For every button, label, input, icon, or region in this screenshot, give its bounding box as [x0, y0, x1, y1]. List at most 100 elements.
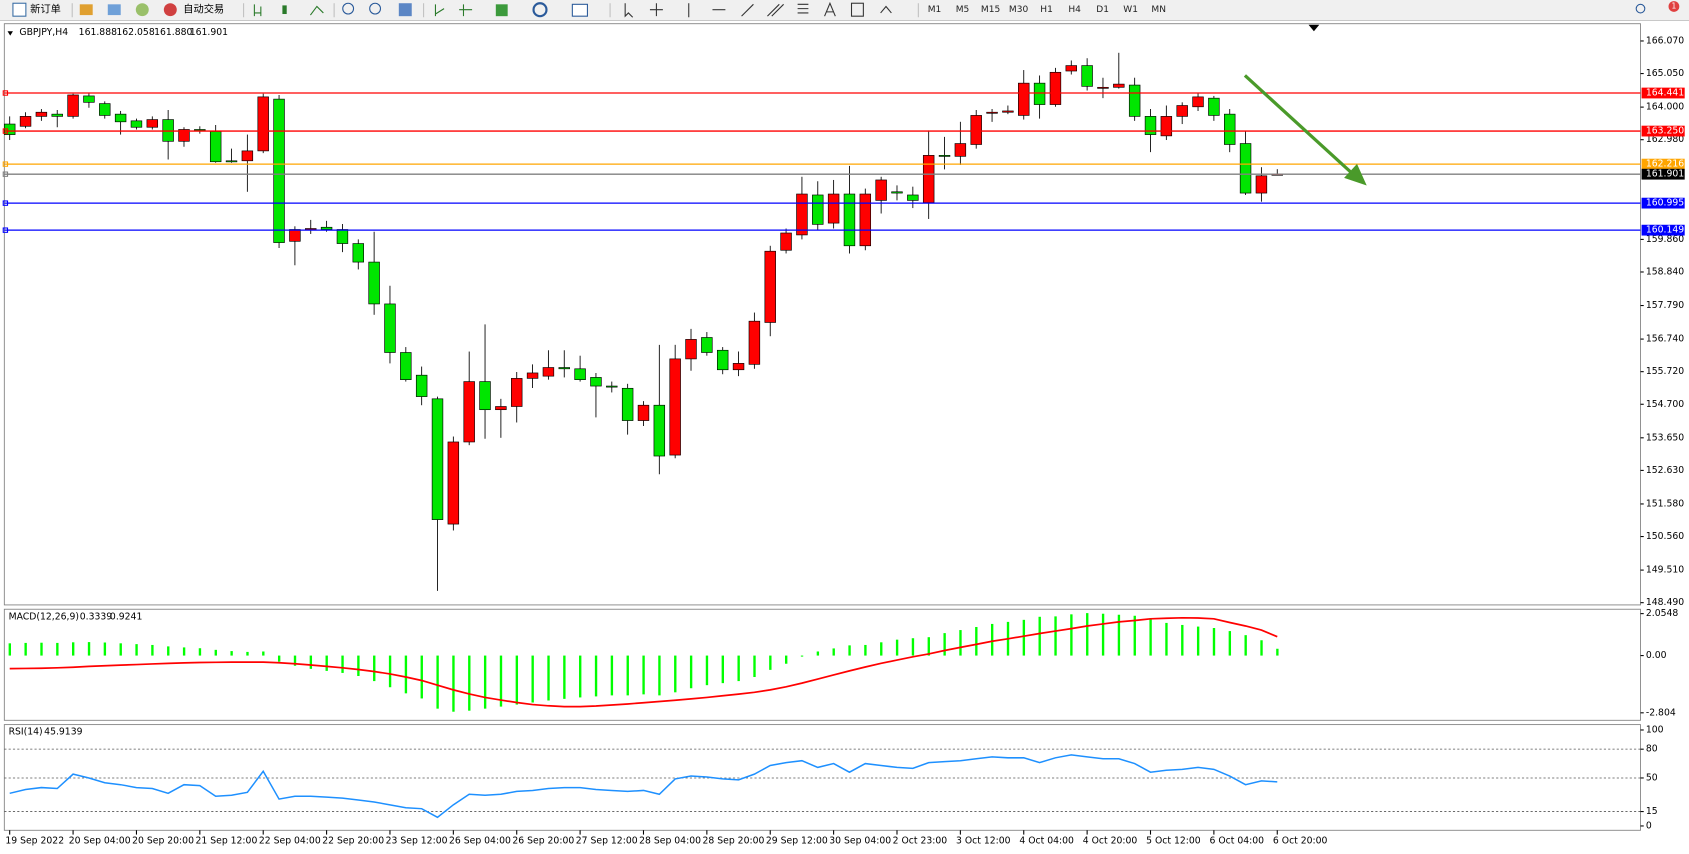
timeframe-bar: M1 M5 M15 M30 H1 H4 D1 W1 MN [928, 5, 1166, 15]
timeframe-button[interactable]: MN [1151, 5, 1166, 15]
macd-bar [848, 645, 851, 656]
y-tick-label: 150.560 [1646, 531, 1684, 542]
candle-body [907, 194, 919, 201]
bar-chart-icon[interactable] [253, 4, 262, 17]
indicators-icon[interactable] [495, 4, 508, 17]
y-tick-label: 154.700 [1646, 399, 1684, 410]
y-tick-label: 164.000 [1646, 102, 1684, 113]
channel-icon[interactable] [767, 3, 784, 17]
notification-count: 1 [1672, 1, 1677, 10]
cursor-icon[interactable] [624, 3, 634, 18]
macd-bar [135, 644, 138, 656]
tool-icon[interactable] [135, 3, 149, 17]
bar-open: 161.888 [79, 27, 117, 38]
macd-bar [388, 655, 392, 688]
macd-signal-line [9, 616, 1278, 708]
macd-bar [1276, 648, 1279, 656]
shapes-icon[interactable] [880, 5, 892, 14]
candle-body [114, 113, 127, 123]
timeframe-button[interactable]: W1 [1123, 5, 1138, 15]
templates-icon[interactable] [571, 3, 588, 17]
rsi-tick-label: 80 [1646, 744, 1658, 755]
macd-tick-label: 0.00 [1646, 650, 1667, 661]
zoom-in-icon[interactable] [342, 2, 355, 15]
y-tick-label: 159.860 [1646, 234, 1684, 245]
zoom-out-icon[interactable] [369, 2, 382, 15]
auto-trading-icon[interactable] [163, 3, 177, 17]
price-level-label: 160.149 [1646, 225, 1684, 236]
tool-icon[interactable] [79, 4, 93, 16]
macd-bar [293, 655, 297, 666]
macd-bar [880, 642, 883, 656]
macd-bar [911, 638, 915, 656]
price-level-label-bg [1641, 158, 1685, 170]
chart-shift-marker [1308, 24, 1320, 32]
price-level-label: 160.995 [1646, 198, 1684, 209]
macd-bar [800, 655, 804, 657]
macd-bar [1133, 615, 1136, 656]
x-tick-label: 22 Sep 20:00 [322, 836, 384, 847]
timeframe-button[interactable]: H1 [1040, 5, 1053, 15]
candle-icon[interactable] [282, 5, 287, 15]
macd-bar [547, 655, 550, 701]
y-tick-label: 162.980 [1646, 134, 1684, 145]
macd-bar [1149, 618, 1152, 656]
candle-body [305, 228, 317, 230]
candle-body [99, 103, 111, 116]
macd-bar [864, 644, 867, 656]
timeframe-button[interactable]: D1 [1096, 5, 1109, 15]
candle-body [764, 250, 776, 323]
macd-bar [119, 643, 122, 656]
new-order-button[interactable]: 新订单 [30, 3, 61, 16]
text-icon[interactable] [824, 1, 836, 17]
timeframe-button[interactable]: M1 [928, 5, 942, 15]
macd-bar [1038, 616, 1041, 656]
line-chart-icon[interactable] [309, 5, 324, 16]
fibo-icon[interactable] [797, 3, 809, 14]
price-level-handle [2, 128, 9, 134]
timeframe-button[interactable]: M15 [981, 5, 1000, 15]
forecast-arrow-head [1344, 163, 1367, 186]
crosshair-icon[interactable] [649, 3, 663, 17]
timeframe-button[interactable]: H4 [1068, 5, 1081, 15]
candle-body [1144, 116, 1157, 135]
macd-bar [563, 655, 566, 699]
candle-body [257, 96, 269, 152]
macd-main-value: 0.3339 [80, 611, 113, 622]
candle-body [495, 406, 507, 411]
macd-bar [1054, 616, 1057, 656]
macd-bar [658, 655, 661, 696]
x-tick-label: 20 Sep 20:00 [132, 836, 194, 847]
price-level-label-bg [1641, 224, 1685, 236]
macd-bar [87, 642, 91, 656]
shift-icon[interactable] [459, 4, 473, 17]
y-tick-label: 156.740 [1646, 334, 1684, 345]
candle-body [1033, 82, 1046, 105]
scroll-icon[interactable] [434, 4, 445, 17]
notification-badge[interactable] [1668, 1, 1680, 12]
timeframe-button[interactable]: M30 [1009, 5, 1029, 15]
chart-layer: 166.070 165.050 164.000 162.980 159.860 158.8… [2, 35, 1685, 847]
periods-icon[interactable] [532, 2, 548, 18]
timeframe-button[interactable]: M5 [956, 5, 970, 15]
macd-signal-value: 0.9241 [110, 611, 143, 622]
macd-bar [167, 646, 170, 656]
tool-icon[interactable] [107, 4, 121, 16]
symbol-label: GBPJPY,H4 [19, 27, 68, 38]
candle-body [701, 337, 713, 353]
candle-body [447, 441, 460, 525]
macd-bar [198, 648, 202, 656]
tile-icon[interactable] [398, 3, 412, 17]
search-icon[interactable] [1635, 3, 1646, 14]
macd-bar [452, 655, 455, 712]
trendline-icon[interactable] [741, 3, 754, 17]
new-order-icon[interactable] [12, 2, 27, 17]
macd-bar [816, 651, 820, 656]
x-tick-label: 21 Sep 12:00 [196, 836, 258, 847]
macd-bar [1196, 626, 1200, 656]
candle-body [431, 398, 444, 520]
auto-trading-button[interactable]: 自动交易 [183, 3, 224, 16]
label-icon[interactable] [850, 2, 864, 17]
candle-body [178, 129, 190, 142]
